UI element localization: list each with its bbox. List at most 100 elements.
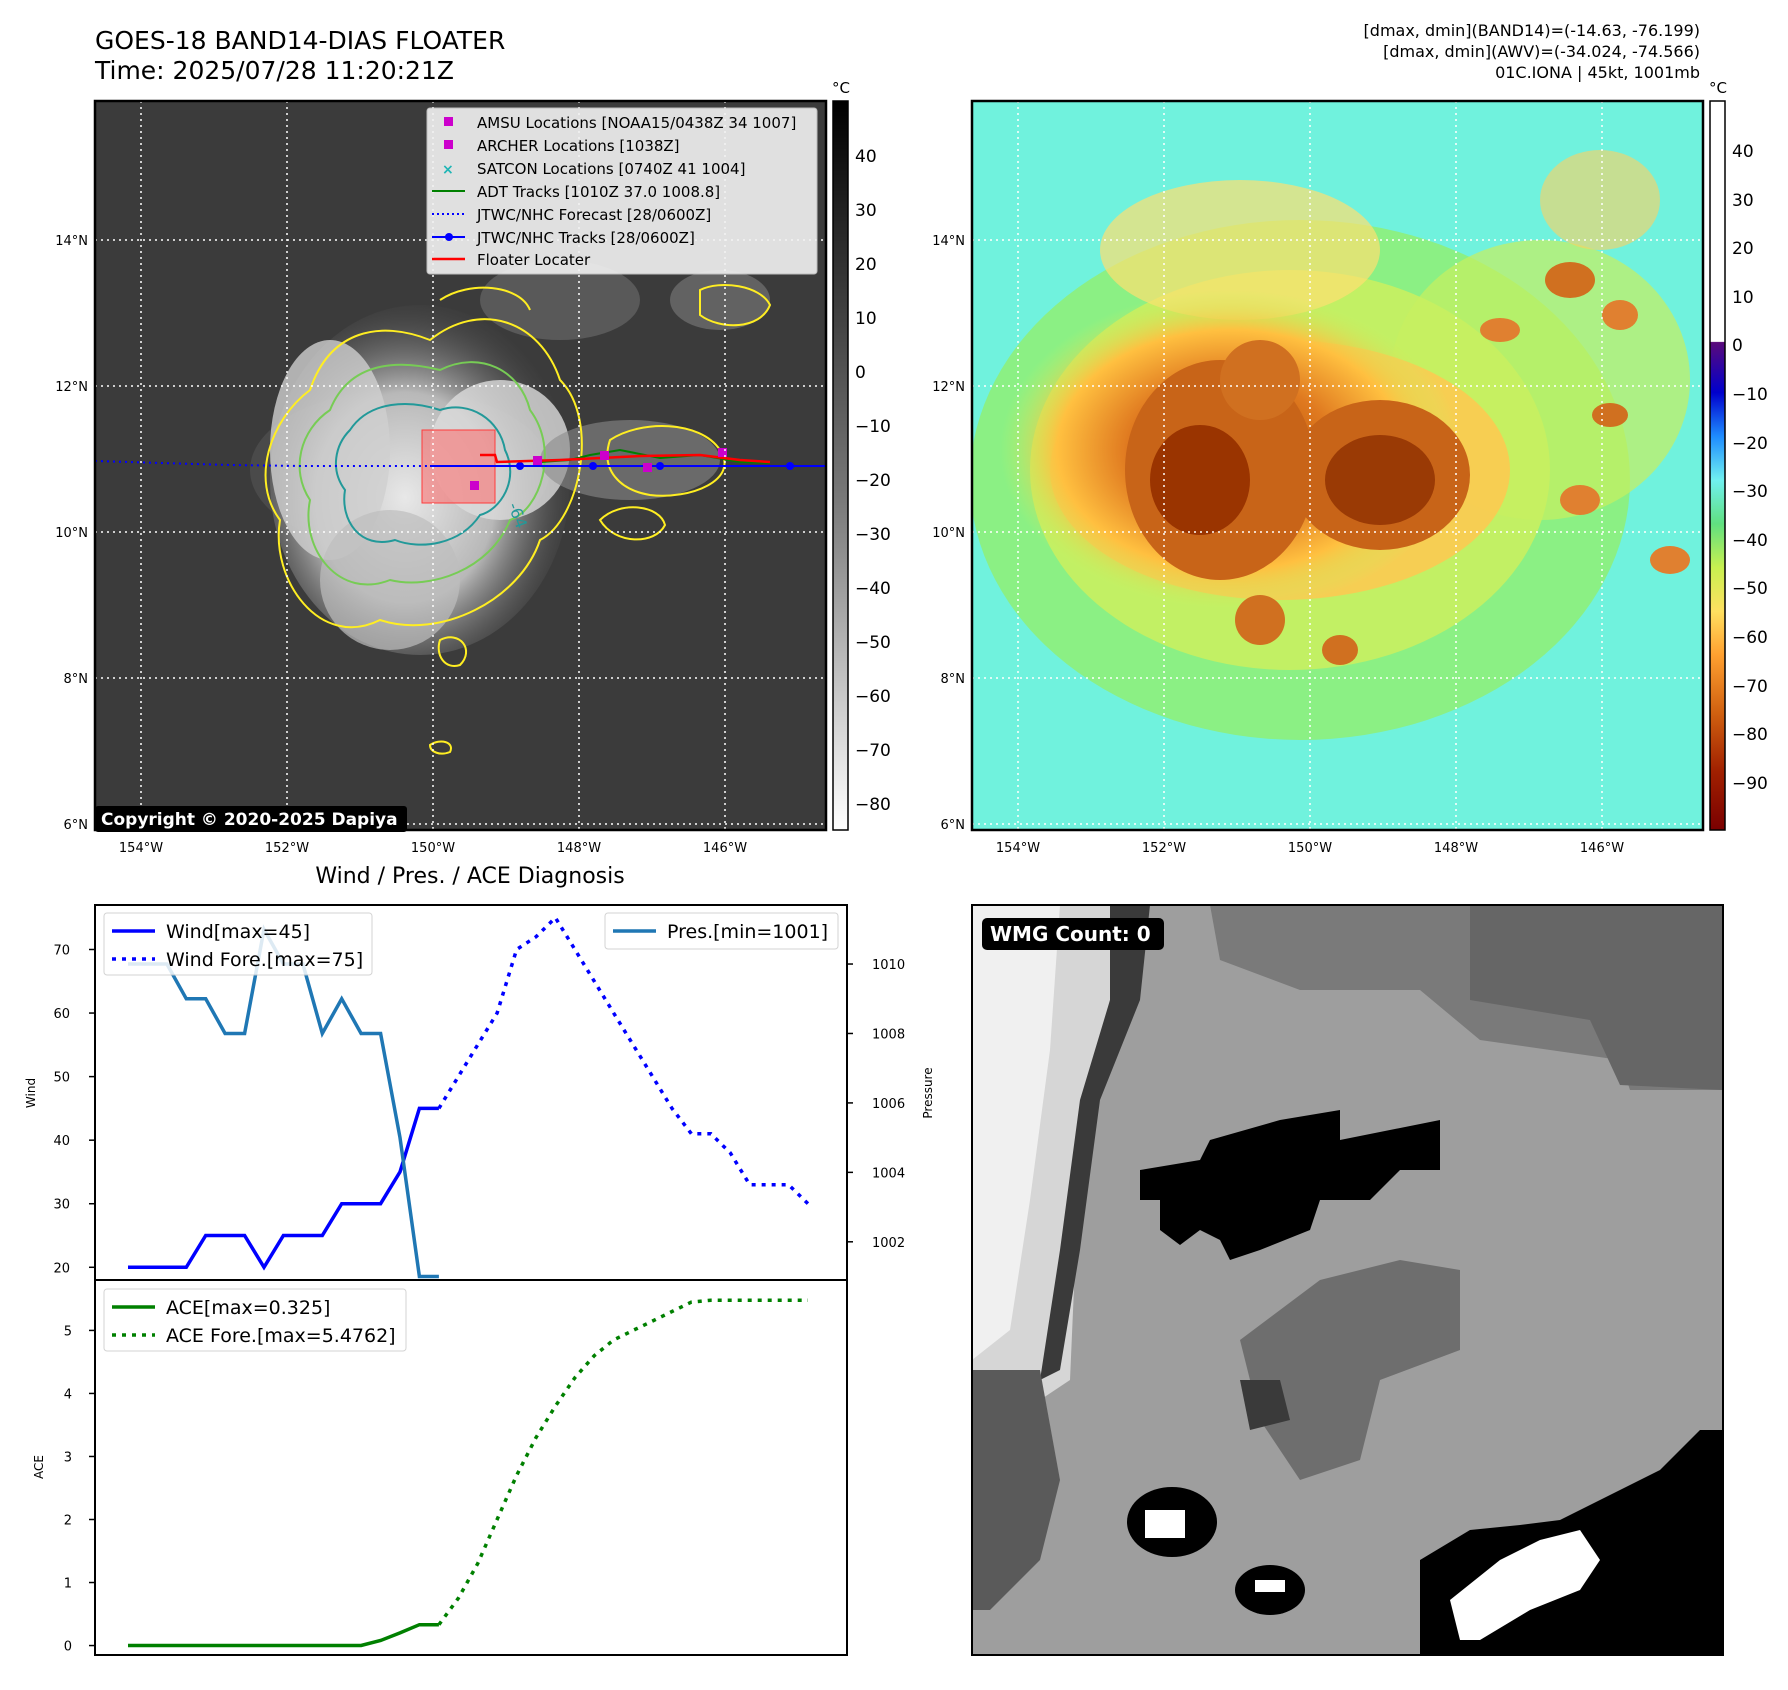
ir-cbar-tick: −40 xyxy=(855,579,891,599)
ir-cbar-tick: −50 xyxy=(855,633,891,653)
legend-ace-label: ACE[max=0.325] xyxy=(166,1297,330,1319)
wv-cloud-field xyxy=(972,150,1690,740)
map2-lon-label: 150°W xyxy=(1288,841,1332,856)
wv-cbar-tick: 40 xyxy=(1732,142,1754,162)
figure-time: Time: 2025/07/28 11:20:21Z xyxy=(95,56,454,85)
legend-wind-label: Wind[max=45] xyxy=(166,921,310,943)
legend-ace-fore-label: ACE Fore.[max=5.4762] xyxy=(166,1325,396,1347)
wind-ytick-label: 60 xyxy=(53,1007,70,1022)
wmg-cold-cloud-1 xyxy=(1140,1110,1440,1260)
map1-lon-label: 152°W xyxy=(265,841,309,856)
legend-wind-fore-label: Wind Fore.[max=75] xyxy=(166,949,363,971)
ace-legend: ACE[max=0.325] ACE Fore.[max=5.4762] xyxy=(103,1288,407,1352)
figure-title: GOES-18 BAND14-DIAS FLOATER xyxy=(95,26,506,55)
wv-map-panel xyxy=(970,99,1705,832)
ir-map-frame xyxy=(93,99,828,832)
ir-cbar-tick: 20 xyxy=(855,255,877,275)
jtwc-forecast-track xyxy=(95,460,430,467)
ir-cbar-tick: −20 xyxy=(855,471,891,491)
ir-cbar-tick: −10 xyxy=(855,417,891,437)
wv-cbar-tick: −70 xyxy=(1732,677,1768,697)
ir-cloud-field: -64 xyxy=(95,260,826,755)
wind-ytick-label: 20 xyxy=(53,1261,70,1276)
map2-lon-label: 152°W xyxy=(1142,841,1186,856)
wv-cbar-tick: −50 xyxy=(1732,579,1768,599)
map2-lat-label: 8°N xyxy=(941,672,966,687)
ir-map-legend: AMSU Locations [NOAA15/0438Z 34 1007] AR… xyxy=(426,107,818,275)
ir-cbar-tick: −70 xyxy=(855,741,891,761)
map-lat-labels: 14°N 12°N 10°N 8°N 6°N 14°N 12°N 10°N 8°… xyxy=(55,234,965,833)
ace-ytick-label: 2 xyxy=(64,1513,72,1528)
copyright-text: Copyright © 2020-2025 Dapiya xyxy=(101,810,398,830)
map2-lat-label: 6°N xyxy=(941,818,966,833)
diagnosis-title: Wind / Pres. / ACE Diagnosis xyxy=(315,864,624,889)
ir-cbar-tick: −80 xyxy=(855,795,891,815)
wv-cbar-tick: −30 xyxy=(1732,482,1768,502)
wind-ytick-label: 30 xyxy=(53,1198,70,1213)
ir-cbar-tick: 10 xyxy=(855,309,877,329)
wind-line xyxy=(128,1106,439,1271)
wind-forecast-line xyxy=(437,914,810,1205)
ir-cbar-tick: 30 xyxy=(855,201,877,221)
wmg-count-badge xyxy=(982,918,1164,950)
legend-floater-label: Floater Locater xyxy=(477,251,591,269)
map1-lon-label: 146°W xyxy=(703,841,747,856)
pressure-ytick-label: 1008 xyxy=(872,1027,905,1042)
wv-cbar-tick: −40 xyxy=(1732,531,1768,551)
wv-gridlines xyxy=(972,101,1703,830)
wv-map-frame xyxy=(970,99,1705,832)
wmg-warm-spot-1 xyxy=(1450,1530,1600,1640)
legend-adt-label: ADT Tracks [1010Z 37.0 1008.8] xyxy=(477,183,720,201)
copyright-badge xyxy=(95,806,407,832)
map2-lat-label: 10°N xyxy=(932,526,965,541)
legend-archer-label: ARCHER Locations [1038Z] xyxy=(477,137,680,155)
wmg-panel: WMG Count: 0 xyxy=(971,904,1724,1656)
ace-ytick-label: 3 xyxy=(64,1450,72,1465)
ir-cbar-tick: 40 xyxy=(855,147,877,167)
ace-ytick-label: 0 xyxy=(64,1640,72,1655)
map1-lat-label: 14°N xyxy=(55,234,88,249)
meta-band14-range: [dmax, dmin](BAND14)=(-14.63, -76.199) xyxy=(1363,21,1700,40)
ace-line xyxy=(128,1622,439,1648)
wv-colorbar-unit: °C xyxy=(1709,79,1727,97)
pressure-ytick-label: 1002 xyxy=(872,1236,905,1251)
ir-colorbar: °C 40 30 20 10 0 −10 −20 −30 −40 −50 −60… xyxy=(832,79,891,831)
map2-lon-label: 148°W xyxy=(1434,841,1478,856)
pressure-axis-label: Pressure xyxy=(921,1067,935,1118)
map2-lat-label: 12°N xyxy=(932,380,965,395)
wv-cbar-tick: 0 xyxy=(1732,336,1743,356)
legend-tracks-label: JTWC/NHC Tracks [28/0600Z] xyxy=(476,229,695,247)
wmg-warm-spot-2 xyxy=(1145,1510,1185,1538)
ace-ytick-label: 4 xyxy=(64,1387,72,1402)
wv-cbar-tick: −90 xyxy=(1732,774,1768,794)
wv-cbar-tick: −80 xyxy=(1732,725,1768,745)
pressure-ytick-label: 1006 xyxy=(872,1097,905,1112)
wmg-frame xyxy=(971,904,1724,1656)
wind-axis-label: Wind xyxy=(24,1078,38,1108)
map1-lat-label: 6°N xyxy=(64,818,89,833)
map1-lon-label: 150°W xyxy=(411,841,455,856)
pressure-ytick-label: 1004 xyxy=(872,1166,905,1181)
map2-lat-label: 14°N xyxy=(932,234,965,249)
map1-lon-label: 148°W xyxy=(557,841,601,856)
wind-pressure-chart: 20 30 40 50 60 70 1002 1004 1006 1008 1010 Wind P… xyxy=(24,904,935,1281)
pressure-legend: Pres.[min=1001] xyxy=(604,912,839,950)
pressure-ytick-label: 1010 xyxy=(872,958,905,973)
wv-cbar-tick: 20 xyxy=(1732,239,1754,259)
wv-cbar-tick: −20 xyxy=(1732,434,1768,454)
map-lon-labels: 154°W 152°W 150°W 148°W 146°W 154°W 152°… xyxy=(119,841,1624,856)
map2-lon-label: 146°W xyxy=(1580,841,1624,856)
ir-cbar-tick: 0 xyxy=(855,363,866,383)
ace-ytick-label: 5 xyxy=(64,1324,72,1339)
wv-colorbar: °C 40 30 20 10 0 −10 −20 −30 −40 −50 −60… xyxy=(1709,79,1768,831)
ir-map-panel: -64 AMSU Locations [NOAA15/0438Z 34 1007… xyxy=(93,99,828,832)
ir-cbar-tick: −30 xyxy=(855,525,891,545)
ir-colorbar-unit: °C xyxy=(832,79,850,97)
legend-amsu-label: AMSU Locations [NOAA15/0438Z 34 1007] xyxy=(477,114,796,132)
map1-lat-label: 10°N xyxy=(55,526,88,541)
legend-pres-label: Pres.[min=1001] xyxy=(667,921,828,943)
map1-lon-label: 154°W xyxy=(119,841,163,856)
legend-forecast-label: JTWC/NHC Forecast [28/0600Z] xyxy=(476,206,711,224)
wmg-count-label: WMG Count: 0 xyxy=(990,922,1151,946)
